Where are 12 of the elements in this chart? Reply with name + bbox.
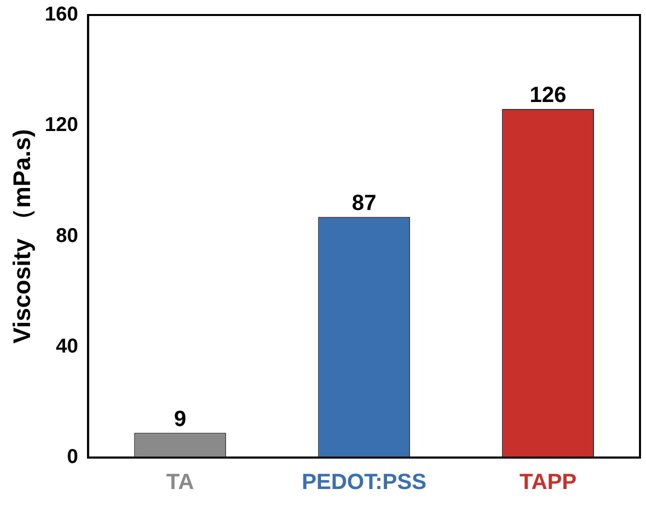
data-label: 9 <box>174 406 186 431</box>
data-label: 87 <box>352 190 376 215</box>
y-axis-title: Viscosity （mPa.s) <box>9 129 36 344</box>
data-label: 126 <box>530 82 566 108</box>
y-tick-label: 0 <box>67 446 78 468</box>
y-tick-label: 120 <box>44 114 78 136</box>
y-tick-label: 40 <box>56 335 78 358</box>
x-tick-label: TAPP <box>520 468 577 494</box>
x-tick-label: TA <box>166 468 194 494</box>
y-tick-label: 160 <box>44 4 78 26</box>
x-tick-label: PEDOT:PSS <box>302 468 426 494</box>
y-tick-label: 80 <box>56 224 78 247</box>
